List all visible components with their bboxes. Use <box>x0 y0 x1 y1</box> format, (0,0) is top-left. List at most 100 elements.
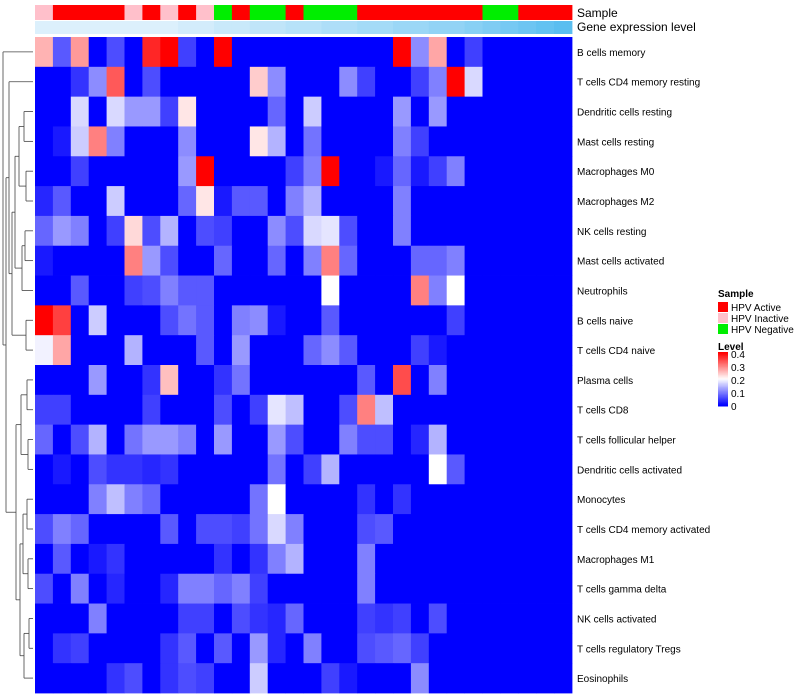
heatmap-cell <box>124 424 143 455</box>
heatmap-cell <box>267 514 286 545</box>
heatmap-cell <box>482 305 501 336</box>
row-label: Eosinophils <box>577 674 628 685</box>
heatmap-cell <box>142 365 161 396</box>
heatmap-cell <box>303 543 322 575</box>
heatmap-cell <box>393 394 412 426</box>
level-legend-gradient-step <box>718 403 728 406</box>
heatmap-cell <box>303 126 322 157</box>
heatmap-cell <box>410 484 430 515</box>
heatmap-cell <box>285 215 304 247</box>
heatmap-cell <box>339 365 358 396</box>
heatmap-cell <box>428 335 448 366</box>
heatmap-cell <box>88 603 107 634</box>
heatmap-cell <box>357 454 376 485</box>
heatmap-cell <box>124 245 143 276</box>
heatmap-cell <box>339 424 358 455</box>
heatmap-cell <box>393 37 412 68</box>
heatmap-cell <box>249 66 269 98</box>
heatmap-cell <box>214 66 233 98</box>
heatmap-cell <box>464 424 483 455</box>
heatmap-cell <box>303 394 322 426</box>
heatmap-cell <box>142 454 161 485</box>
heatmap-cell <box>375 543 394 575</box>
heatmap-cell <box>35 394 54 426</box>
sample-annotation-cell <box>70 5 90 20</box>
sample-annotation-cell <box>285 5 304 20</box>
heatmap-cell <box>285 156 304 187</box>
heatmap-cell <box>124 484 143 515</box>
heatmap-cell <box>536 245 555 276</box>
gene-annotation-cell <box>518 21 537 34</box>
heatmap-cell <box>249 245 269 276</box>
heatmap-cell <box>178 633 197 664</box>
level-legend-gradient-step <box>718 404 728 407</box>
heatmap-cell <box>464 245 483 276</box>
heatmap-cell <box>106 96 125 127</box>
heatmap-cell <box>106 305 125 336</box>
level-legend-gradient-step <box>718 379 728 381</box>
heatmap-cell <box>267 215 286 247</box>
heatmap-cell <box>518 454 537 485</box>
level-legend-gradient-step <box>718 399 728 402</box>
sample-annotation-cell <box>339 5 358 20</box>
heatmap-cell <box>410 37 430 68</box>
heatmap-cell <box>70 514 90 545</box>
heatmap-cell <box>518 156 537 187</box>
heatmap-cell <box>267 543 286 575</box>
heatmap-cell <box>142 215 161 247</box>
heatmap-cell <box>518 543 537 575</box>
gene-annotation-cell <box>375 21 394 34</box>
sample-annotation-cell <box>410 5 430 20</box>
heatmap-cell <box>357 663 376 694</box>
heatmap-cell <box>178 424 197 455</box>
heatmap-cell <box>35 424 54 455</box>
heatmap-cell <box>464 37 483 68</box>
gene-annotation-cell <box>88 21 107 34</box>
gene-annotation-cell <box>482 21 501 34</box>
level-legend-tick: 0.1 <box>731 389 745 400</box>
heatmap-cell <box>393 305 412 336</box>
heatmap-cell <box>231 186 251 217</box>
sample-legend-label: HPV Negative <box>731 325 794 336</box>
heatmap-cell <box>393 633 412 664</box>
row-label: Mast cells activated <box>577 257 664 268</box>
heatmap-cell <box>106 394 125 426</box>
heatmap-cell <box>285 245 304 276</box>
heatmap-cell <box>214 305 233 336</box>
sample-annotation-cell <box>142 5 161 20</box>
heatmap-cell <box>142 424 161 455</box>
gene-annotation-cell <box>267 21 286 34</box>
heatmap-cell <box>70 215 90 247</box>
heatmap-cell <box>500 215 519 247</box>
heatmap-cell <box>446 514 465 545</box>
heatmap-cell <box>88 186 107 217</box>
level-legend-gradient-step <box>718 364 728 366</box>
sample-annotation-cell <box>231 5 251 20</box>
level-legend-gradient-step <box>718 389 728 392</box>
heatmap-cell <box>339 663 358 694</box>
heatmap-cell <box>196 454 215 485</box>
heatmap-cell <box>464 663 483 694</box>
heatmap-cells <box>35 37 573 694</box>
heatmap-cell <box>375 454 394 485</box>
heatmap-cell <box>35 573 54 604</box>
heatmap-cell <box>500 186 519 217</box>
heatmap-cell <box>554 96 573 127</box>
heatmap-cell <box>339 126 358 157</box>
heatmap-cell <box>536 394 555 426</box>
heatmap-cell <box>357 305 376 336</box>
heatmap-cell <box>52 335 72 366</box>
heatmap-cell <box>554 37 573 68</box>
heatmap-cell <box>393 543 412 575</box>
heatmap-cell <box>88 66 107 98</box>
heatmap-cell <box>142 275 161 306</box>
heatmap-cell <box>88 543 107 575</box>
gene-annotation-label: Gene expression level <box>577 20 696 34</box>
heatmap-cell <box>464 335 483 366</box>
heatmap-cell <box>500 454 519 485</box>
heatmap-cell <box>536 514 555 545</box>
heatmap-cell <box>178 543 197 575</box>
heatmap-cell <box>321 186 340 217</box>
heatmap-cell <box>231 37 251 68</box>
heatmap-cell <box>303 633 322 664</box>
